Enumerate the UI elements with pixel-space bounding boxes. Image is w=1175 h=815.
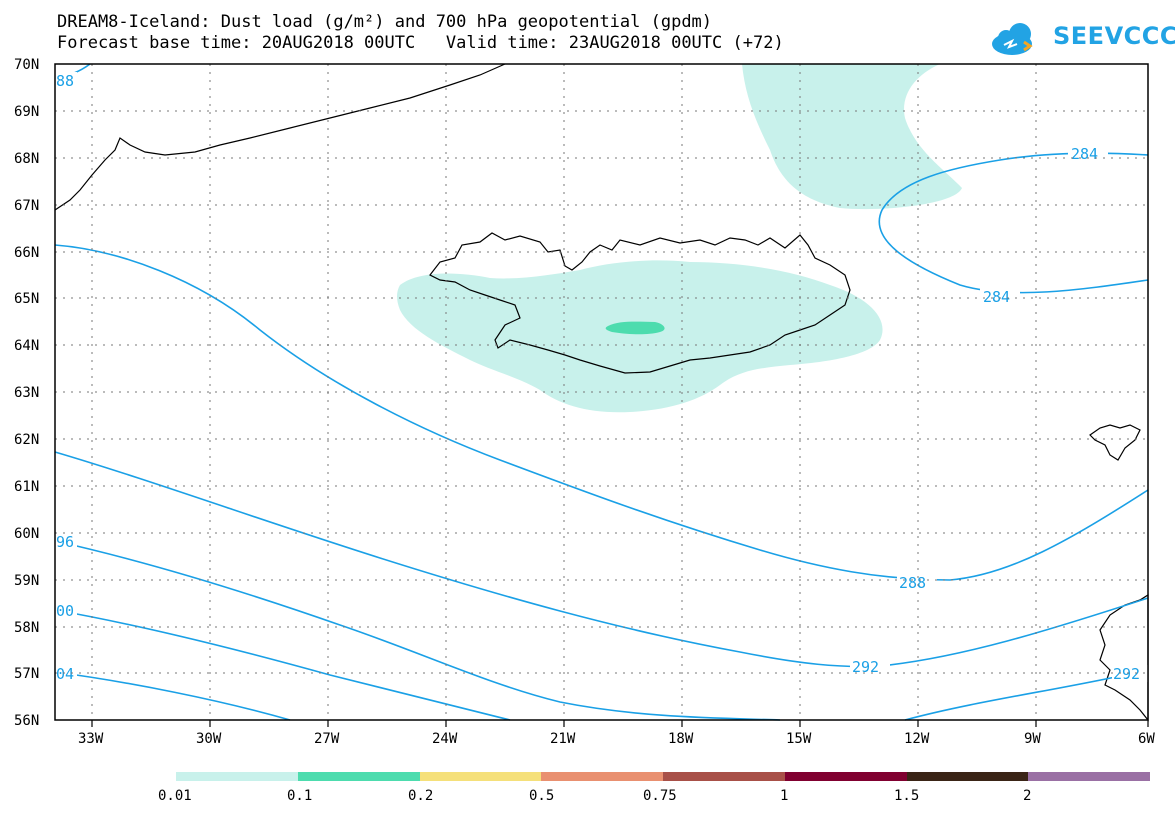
contour-label: 292 (852, 658, 879, 676)
contour-296 (54, 540, 781, 721)
colorbar-bin (785, 772, 907, 781)
lon-label: 18W (668, 731, 694, 747)
lat-label: 57N (14, 666, 39, 682)
contour-labels: 88 284 284 288 96 292 00 04 292 (55, 72, 1148, 683)
logo-text: SEEVCCC (1053, 22, 1175, 50)
lon-label: 24W (432, 731, 458, 747)
colorbar-bin (298, 772, 420, 781)
lat-label: 58N (14, 620, 39, 636)
lat-label: 63N (14, 385, 39, 401)
graticule (55, 64, 1148, 720)
lat-label: 69N (14, 104, 39, 120)
contour-label: 96 (56, 533, 74, 551)
contour-label: 04 (56, 665, 74, 683)
colorbar-bin (176, 772, 298, 781)
map-title: DREAM8-Iceland: Dust load (g/m²) and 700… (57, 12, 713, 32)
dust-area-north (742, 64, 962, 210)
colorbar-label: 0.75 (643, 788, 677, 804)
map-frame (54, 63, 1149, 721)
lat-label: 68N (14, 151, 39, 167)
colorbar: 0.01 0.1 0.2 0.5 0.75 1 1.5 2 (158, 772, 1150, 804)
lon-label: 21W (550, 731, 576, 747)
colorbar-label: 0.1 (287, 788, 312, 804)
axis-ticks (91, 720, 1149, 727)
lon-label: 27W (314, 731, 340, 747)
lat-label: 56N (14, 713, 39, 729)
longitude-labels: 33W 30W 27W 24W 21W 18W 15W 12W 9W 6W (78, 731, 1155, 747)
contour-label: 00 (56, 602, 74, 620)
contour-288 (54, 244, 1149, 581)
contour-284 (878, 152, 1149, 294)
lon-label: 33W (78, 731, 104, 747)
contour-label: 292 (1113, 665, 1140, 683)
faroe-coastline (1089, 424, 1141, 461)
lat-label: 62N (14, 432, 39, 448)
colorbar-label: 2 (1023, 788, 1031, 804)
colorbar-label: 0.01 (158, 788, 192, 804)
lon-label: 30W (196, 731, 222, 747)
lat-label: 64N (14, 338, 39, 354)
lon-label: 6W (1138, 731, 1155, 747)
cloud-icon (992, 23, 1033, 55)
lat-label: 66N (14, 245, 39, 261)
contour-292 (54, 451, 1149, 668)
contour-304 (54, 671, 291, 721)
seevccc-logo (992, 23, 1033, 55)
latitude-labels: 70N 69N 68N 67N 66N 65N 64N 63N 62N 61N … (14, 57, 39, 729)
contour-292-se (904, 669, 1149, 721)
lon-label: 12W (904, 731, 930, 747)
iceland-coastline (429, 232, 851, 374)
colorbar-bin (420, 772, 541, 781)
dust-area-core (605, 321, 665, 335)
contour-label: 284 (1071, 145, 1098, 163)
lat-label: 67N (14, 198, 39, 214)
lon-label: 15W (786, 731, 812, 747)
dust-area-iceland (397, 260, 883, 413)
colorbar-bin (541, 772, 663, 781)
colorbar-label: 0.5 (529, 788, 554, 804)
greenland-coastline (54, 63, 506, 211)
lat-label: 65N (14, 291, 39, 307)
lat-label: 59N (14, 573, 39, 589)
colorbar-bin (663, 772, 785, 781)
colorbar-label: 0.2 (408, 788, 433, 804)
contour-label: 88 (56, 72, 74, 90)
lat-label: 60N (14, 526, 39, 542)
scotland-coastline (1099, 593, 1149, 722)
map-subtitle: Forecast base time: 20AUG2018 00UTC Vali… (57, 33, 784, 53)
lat-label: 61N (14, 479, 39, 495)
contour-label: 288 (899, 574, 926, 592)
lat-label: 70N (14, 57, 39, 73)
colorbar-bin (907, 772, 1028, 781)
colorbar-label: 1.5 (894, 788, 919, 804)
geopotential-contours (54, 63, 1149, 721)
colorbar-bin (1028, 772, 1150, 781)
contour-label: 284 (983, 288, 1010, 306)
contour-300 (54, 609, 511, 721)
lon-label: 9W (1024, 731, 1041, 747)
colorbar-label: 1 (780, 788, 788, 804)
